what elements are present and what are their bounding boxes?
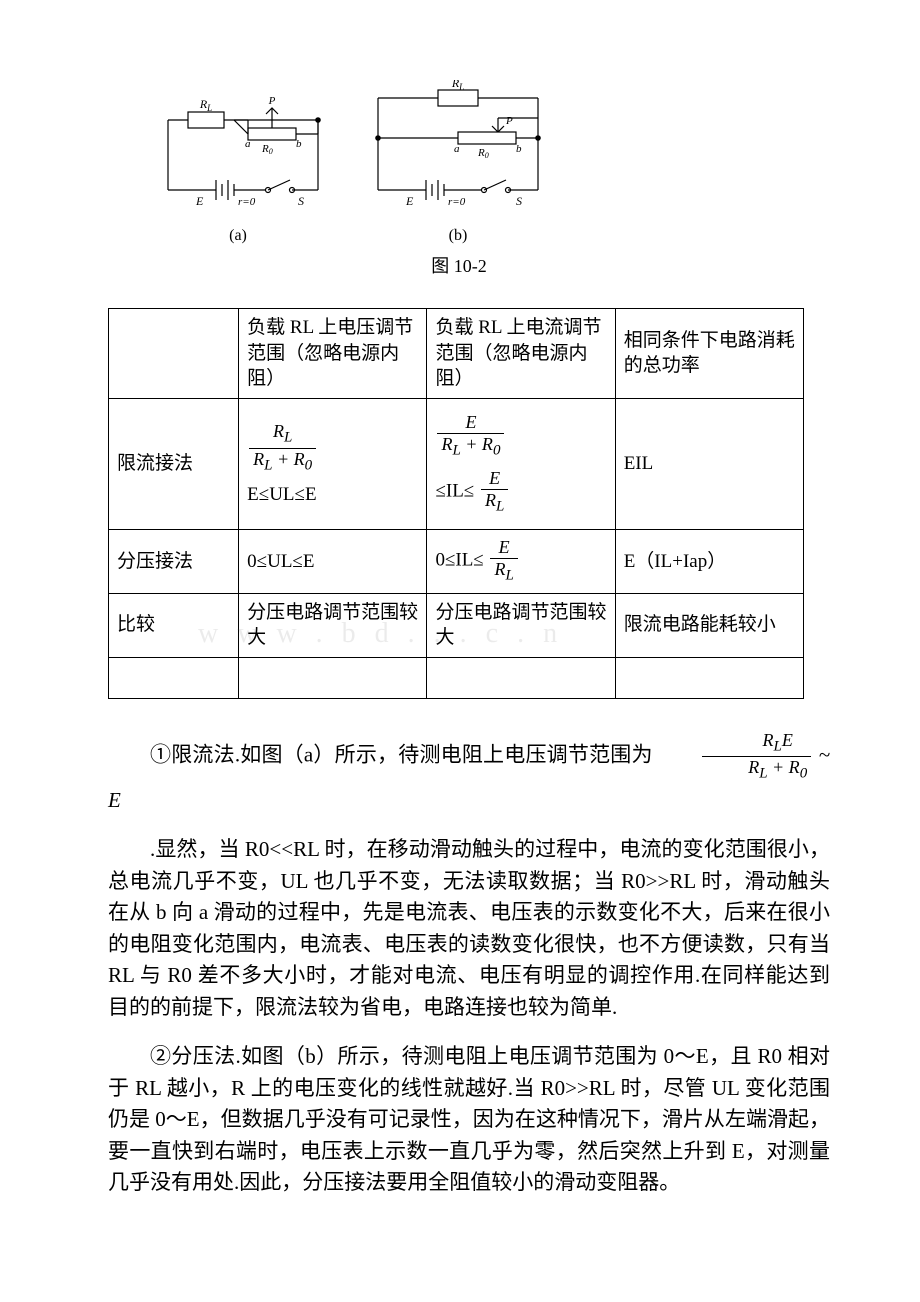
svg-text:r=0: r=0 [448, 196, 466, 208]
svg-text:P: P [505, 115, 513, 127]
table-row: 比较 分压电路调节范围较大 分压电路调节范围较大 限流电路能耗较小 [109, 593, 804, 657]
table-row: 限流接法 RL RL + R0 E≤UL≤E E RL + R0 [109, 398, 804, 529]
svg-text:P: P [268, 95, 276, 107]
paragraph-1: ①限流法.如图（a）所示，待测电阻上电压调节范围为 RLE RL + R0 ~ … [108, 729, 830, 816]
svg-text:(b): (b) [449, 227, 468, 244]
svg-text:S: S [298, 194, 304, 208]
svg-text:R0: R0 [261, 143, 273, 156]
paragraph-2: .显然，当 R0<<RL 时，在移动滑动触头的过程中，电流的变化范围很小，总电流… [108, 834, 830, 1023]
row-label-divider: 分压接法 [109, 530, 239, 593]
circuit-figure: RL P a R0 b [148, 80, 830, 278]
svg-text:RL: RL [199, 97, 212, 113]
header-empty [109, 309, 239, 399]
table-row: 负载 RL 上电压调节范围（忽略电源内阻） 负载 RL 上电流调节范围（忽略电源… [109, 309, 804, 399]
row-label-limiting: 限流接法 [109, 398, 239, 529]
svg-text:R0: R0 [477, 147, 489, 160]
header-current: 负载 RL 上电流调节范围（忽略电源内阻） [427, 309, 615, 399]
paragraph-3: ②分压法.如图（b）所示，待测电阻上电压调节范围为 0～E，且 R0 相对于 R… [108, 1041, 830, 1199]
divider-power: E（IL+Iap） [615, 530, 803, 593]
compare-power: 限流电路能耗较小 [615, 593, 803, 657]
table-row [109, 657, 804, 698]
svg-text:E: E [405, 194, 414, 208]
svg-text:r=0: r=0 [238, 196, 256, 208]
limiting-power: EIL [615, 398, 803, 529]
table-row: 分压接法 0≤UL≤E 0≤IL≤ E RL E（IL+Iap） [109, 530, 804, 593]
row-label-compare: 比较 [109, 593, 239, 657]
compare-voltage: 分压电路调节范围较大 [239, 593, 427, 657]
svg-text:E: E [195, 194, 204, 208]
limiting-current: E RL + R0 ≤IL≤ E RL [427, 398, 615, 529]
svg-text:S: S [516, 194, 522, 208]
svg-text:b: b [296, 138, 302, 150]
figure-caption: 图 10-2 [88, 252, 830, 278]
divider-voltage: 0≤UL≤E [239, 530, 427, 593]
svg-text:b: b [516, 143, 522, 155]
divider-current: 0≤IL≤ E RL [427, 530, 615, 593]
limiting-voltage: RL RL + R0 E≤UL≤E [239, 398, 427, 529]
svg-text:(a): (a) [229, 227, 247, 244]
header-voltage: 负载 RL 上电压调节范围（忽略电源内阻） [239, 309, 427, 399]
compare-current: 分压电路调节范围较大 [427, 593, 615, 657]
header-power: 相同条件下电路消耗的总功率 [615, 309, 803, 399]
comparison-table: 负载 RL 上电压调节范围（忽略电源内阻） 负载 RL 上电流调节范围（忽略电源… [108, 308, 804, 699]
svg-text:a: a [454, 143, 460, 155]
svg-text:a: a [245, 138, 251, 150]
